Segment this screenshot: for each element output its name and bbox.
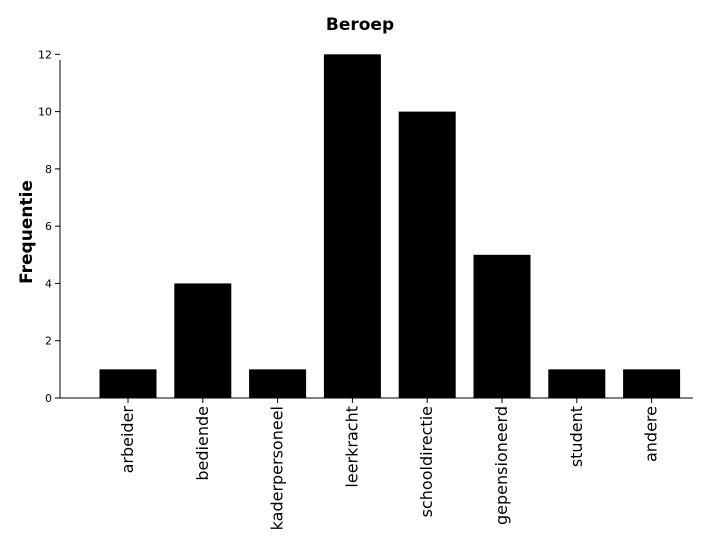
- y-tick-label: 2: [45, 335, 52, 348]
- bar-andere: [623, 369, 681, 398]
- y-axis: 0 2 4 6 8 10 12: [38, 48, 61, 405]
- x-tick-label: schooldirectie: [417, 406, 436, 517]
- y-tick-label: 10: [38, 106, 52, 119]
- y-tick-label: 12: [38, 48, 52, 61]
- bars: [99, 54, 681, 398]
- y-tick-label: 8: [45, 163, 52, 176]
- y-tick-label: 4: [45, 277, 52, 290]
- x-tick-label: leerkracht: [342, 406, 361, 488]
- y-tick-label: 0: [45, 392, 52, 405]
- x-tick-label: kaderpersoneel: [268, 406, 287, 530]
- x-tick-label: gepensioneerd: [492, 406, 511, 525]
- y-tick-label: 6: [45, 220, 52, 233]
- bar-schooldirectie: [398, 111, 456, 398]
- bar-kaderpersoneel: [249, 369, 307, 398]
- x-tick-label: student: [567, 406, 586, 467]
- chart-title: Beroep: [326, 15, 394, 35]
- bar-leerkracht: [323, 54, 381, 398]
- bar-gepensioneerd: [473, 254, 531, 398]
- x-axis: arbeider bediende kaderpersoneel leerkracht…: [60, 397, 693, 530]
- y-axis-label: Frequentie: [17, 180, 37, 284]
- x-tick-label: andere: [642, 406, 661, 462]
- x-tick-label: bediende: [193, 406, 212, 481]
- bar-bediende: [174, 283, 232, 398]
- bar-arbeider: [99, 369, 157, 398]
- bar-student: [548, 369, 606, 398]
- x-tick-label: arbeider: [118, 406, 137, 474]
